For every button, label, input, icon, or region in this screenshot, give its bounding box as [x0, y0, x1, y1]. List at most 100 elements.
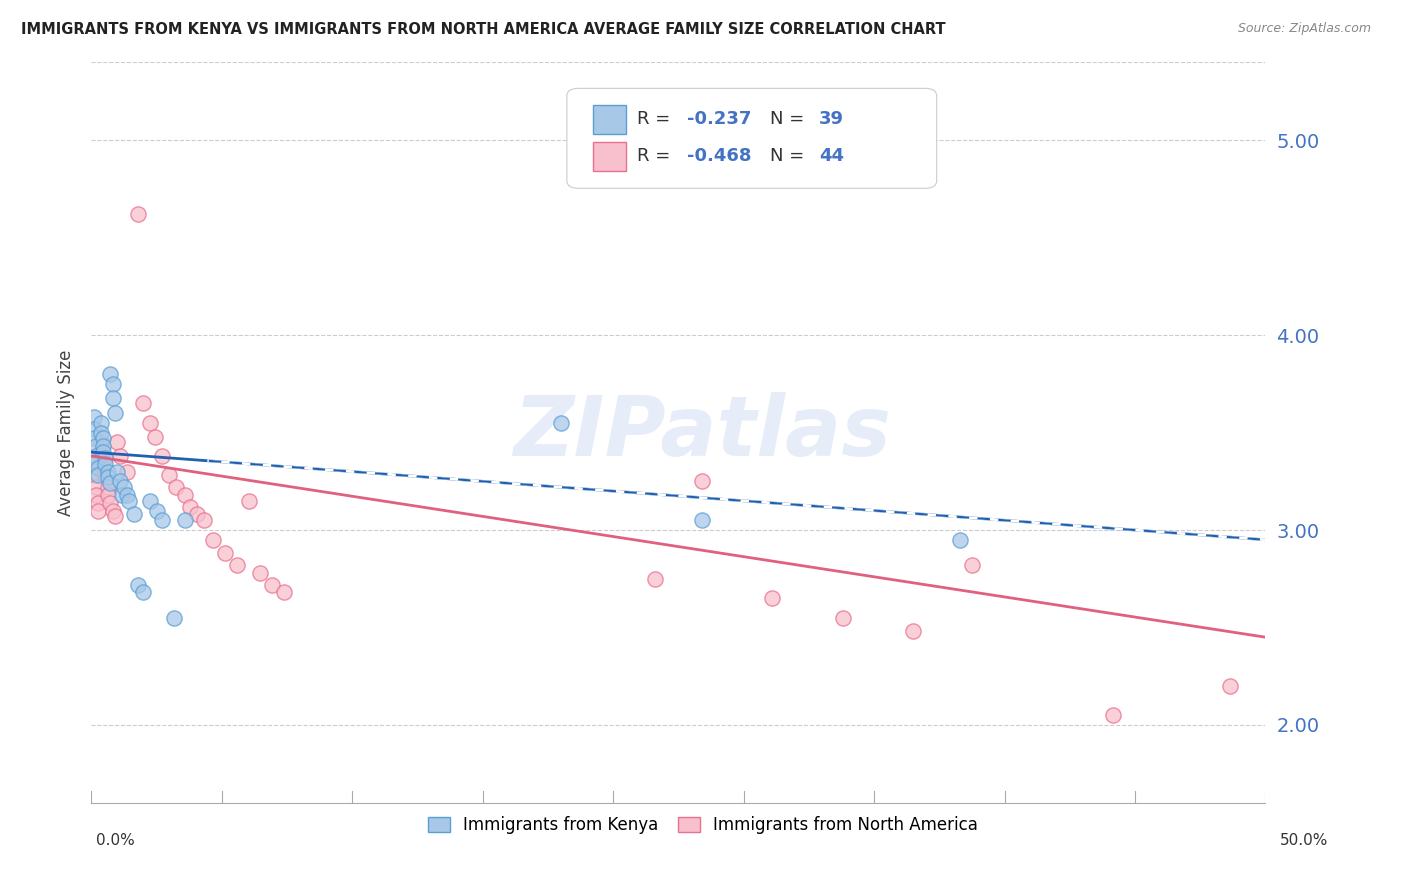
Point: [1219, 679, 1241, 693]
Point: [108, 449, 131, 463]
Point: [644, 572, 666, 586]
Point: [174, 488, 197, 502]
Point: [84, 439, 107, 453]
Text: 39: 39: [820, 111, 844, 128]
Point: [139, 416, 162, 430]
Point: [115, 465, 138, 479]
Point: [273, 585, 295, 599]
Point: [84, 480, 107, 494]
Point: [91, 460, 114, 475]
Y-axis label: Average Family Size: Average Family Size: [56, 350, 75, 516]
Point: [690, 513, 713, 527]
Point: [118, 493, 141, 508]
Point: [98, 476, 121, 491]
Text: Source: ZipAtlas.com: Source: ZipAtlas.com: [1237, 22, 1371, 36]
Point: [831, 610, 853, 624]
Point: [127, 207, 149, 221]
Text: 0.0%: 0.0%: [96, 833, 135, 847]
Point: [157, 468, 180, 483]
Point: [83, 422, 105, 436]
Point: [87, 496, 110, 510]
Point: [83, 410, 105, 425]
Point: [115, 488, 138, 502]
Point: [105, 435, 128, 450]
Text: R =: R =: [637, 147, 676, 165]
Point: [165, 480, 187, 494]
Point: [122, 508, 145, 522]
Point: [143, 429, 166, 443]
Point: [84, 488, 107, 502]
Text: -0.468: -0.468: [686, 147, 751, 165]
Text: N =: N =: [770, 111, 810, 128]
Point: [91, 445, 114, 459]
Legend: Immigrants from Kenya, Immigrants from North America: Immigrants from Kenya, Immigrants from N…: [422, 810, 984, 841]
Point: [87, 468, 110, 483]
Point: [550, 416, 572, 430]
Point: [949, 533, 972, 547]
Point: [98, 496, 121, 510]
Point: [101, 391, 124, 405]
Point: [97, 480, 120, 494]
Point: [193, 513, 215, 527]
Point: [249, 566, 271, 580]
Point: [150, 449, 173, 463]
Point: [91, 439, 114, 453]
Point: [94, 457, 117, 471]
Point: [1101, 708, 1123, 723]
Point: [101, 503, 124, 517]
Point: [150, 513, 173, 527]
Point: [83, 432, 105, 446]
Point: [132, 396, 155, 410]
Point: [226, 558, 249, 573]
Point: [960, 558, 983, 573]
Point: [90, 435, 112, 450]
Point: [94, 450, 117, 465]
Point: [262, 577, 284, 591]
Point: [690, 475, 713, 489]
Point: [174, 513, 197, 527]
Point: [91, 432, 114, 446]
Point: [139, 493, 162, 508]
Point: [186, 508, 208, 522]
Text: 50.0%: 50.0%: [1281, 833, 1329, 847]
Text: 44: 44: [820, 147, 844, 165]
Point: [104, 509, 127, 524]
Text: IMMIGRANTS FROM KENYA VS IMMIGRANTS FROM NORTH AMERICA AVERAGE FAMILY SIZE CORRE: IMMIGRANTS FROM KENYA VS IMMIGRANTS FROM…: [21, 22, 946, 37]
FancyBboxPatch shape: [567, 88, 936, 188]
Point: [84, 449, 107, 463]
Point: [101, 376, 124, 391]
Bar: [593, 105, 626, 134]
Point: [112, 480, 135, 494]
Text: R =: R =: [637, 111, 676, 128]
Point: [87, 503, 110, 517]
Point: [202, 533, 225, 547]
Text: -0.237: -0.237: [686, 111, 751, 128]
Text: ZIPatlas: ZIPatlas: [513, 392, 891, 473]
Point: [90, 449, 112, 463]
Point: [238, 493, 260, 508]
Point: [162, 610, 184, 624]
Point: [104, 406, 127, 420]
Point: [761, 591, 783, 606]
Point: [87, 460, 110, 475]
Point: [214, 546, 236, 560]
Point: [108, 475, 131, 489]
Point: [94, 468, 117, 483]
Point: [83, 455, 105, 469]
Point: [105, 465, 128, 479]
Point: [90, 425, 112, 440]
Bar: [593, 143, 626, 170]
Point: [90, 416, 112, 430]
Point: [146, 503, 169, 517]
Point: [111, 488, 134, 502]
Point: [83, 468, 105, 483]
Point: [127, 577, 149, 591]
Point: [97, 470, 120, 484]
Point: [84, 455, 107, 469]
Point: [98, 367, 121, 381]
Text: N =: N =: [770, 147, 810, 165]
Point: [97, 465, 120, 479]
Point: [179, 500, 201, 514]
Point: [132, 585, 155, 599]
Point: [901, 624, 924, 639]
